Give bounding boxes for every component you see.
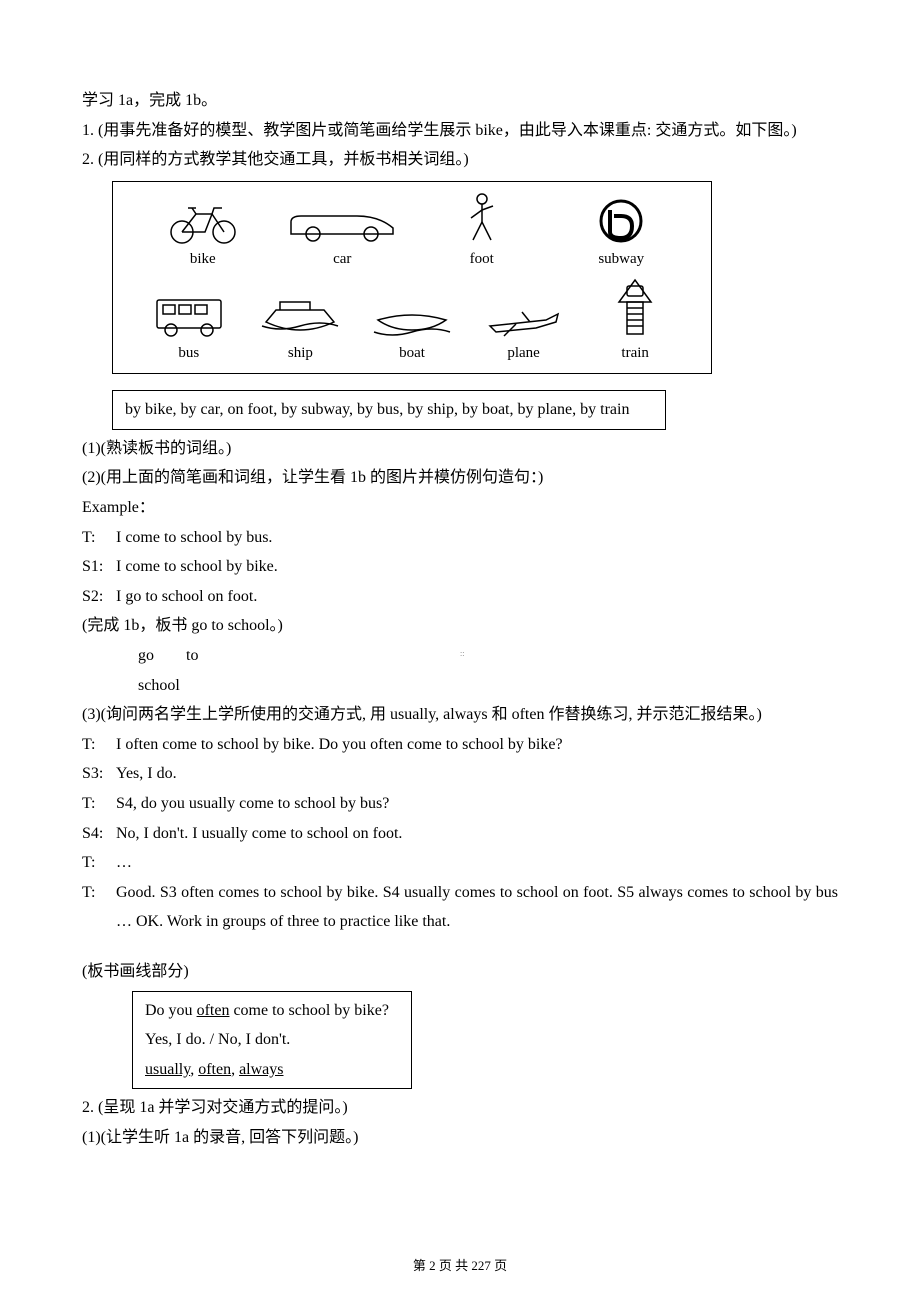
dialog-line: S1:I come to school by bike. <box>82 552 838 582</box>
total-pages: 227 <box>471 1258 491 1273</box>
footer-text: 页 <box>491 1258 507 1273</box>
speaker: T: <box>82 523 116 553</box>
footer-text: 第 <box>413 1258 429 1273</box>
box-line: usually, often, always <box>145 1055 399 1085</box>
boat-icon <box>372 308 452 338</box>
bus-icon <box>153 294 225 338</box>
text-line: 2. (用同样的方式教学其他交通工具，并板书相关词组。) <box>82 145 838 175</box>
speaker: T: <box>82 789 116 819</box>
utterance: S4, do you usually come to school by bus… <box>116 789 838 819</box>
bike-icon <box>164 202 242 244</box>
foot-icon <box>465 192 499 244</box>
utterance: No, I don't. I usually come to school on… <box>116 819 838 849</box>
utterance: Yes, I do. <box>116 759 838 789</box>
utterance: I come to school by bus. <box>116 523 838 553</box>
plane-icon <box>486 308 562 338</box>
speaker: S4: <box>82 819 116 849</box>
speaker: S3: <box>82 759 116 789</box>
text: , <box>231 1061 239 1078</box>
speaker: S1: <box>82 552 116 582</box>
dialog-line: T:I come to school by bus. <box>82 523 838 553</box>
icon-label: subway <box>552 246 692 274</box>
icon-subway: subway <box>552 198 692 274</box>
icon-plane: plane <box>468 308 580 368</box>
underlined-text: often <box>197 1002 230 1019</box>
icon-car: car <box>273 210 413 274</box>
icon-label: bike <box>133 246 273 274</box>
text-line: 学习 1a，完成 1b。 <box>82 86 838 116</box>
icon-label: boat <box>356 340 468 368</box>
page-footer: 第 2 页 共 227 页 <box>0 1254 920 1278</box>
dialog-line: T:S4, do you usually come to school by b… <box>82 789 838 819</box>
text-line: 2. (呈现 1a 并学习对交通方式的提问。) <box>82 1093 838 1123</box>
phrase-box: by bike, by car, on foot, by subway, by … <box>112 390 666 430</box>
example-label: Example： <box>82 493 838 523</box>
icon-boat: boat <box>356 308 468 368</box>
subway-icon <box>598 198 644 244</box>
watermark-dot: :: <box>460 647 466 653</box>
text: come to school by bike? <box>229 1002 389 1019</box>
icon-label: car <box>273 246 413 274</box>
utterance: I often come to school by bike. Do you o… <box>116 730 838 760</box>
icon-bike: bike <box>133 202 273 274</box>
speaker: T: <box>82 730 116 760</box>
dialog-line: T:I often come to school by bike. Do you… <box>82 730 838 760</box>
utterance: I come to school by bike. <box>116 552 838 582</box>
text-line: (3)(询问两名学生上学所使用的交通方式, 用 usually, always … <box>82 700 838 730</box>
icon-row: bus ship boat <box>133 278 691 368</box>
text: , <box>190 1061 198 1078</box>
footer-text: 页 共 <box>436 1258 472 1273</box>
box-line: Yes, I do. / No, I don't. <box>145 1025 399 1055</box>
spacer <box>82 937 838 957</box>
icon-foot: foot <box>412 192 552 274</box>
underlined-text: often <box>198 1061 231 1078</box>
box-line: Do you often come to school by bike? <box>145 996 399 1026</box>
speaker: T: <box>82 878 116 937</box>
icon-bus: bus <box>133 294 245 368</box>
speaker: T: <box>82 848 116 878</box>
utterance: … <box>116 848 838 878</box>
dialog-line: S4:No, I don't. I usually come to school… <box>82 819 838 849</box>
icon-label: plane <box>468 340 580 368</box>
icon-label: ship <box>245 340 357 368</box>
text-line: (板书画线部分) <box>82 957 838 987</box>
car-icon <box>287 210 397 244</box>
underlined-text: usually <box>145 1061 190 1078</box>
boardwork-box: Do you often come to school by bike? Yes… <box>132 991 412 1090</box>
text-line: (1)(熟读板书的词组。) <box>82 434 838 464</box>
dialog-line: S2:I go to school on foot. <box>82 582 838 612</box>
icon-ship: ship <box>245 296 357 368</box>
transport-icon-grid: bike car foot <box>112 181 712 375</box>
text-line: (1)(让学生听 1a 的录音, 回答下列问题。) <box>82 1123 838 1153</box>
utterance: Good. S3 often comes to school by bike. … <box>116 878 838 937</box>
document-page: 学习 1a，完成 1b。 1. (用事先准备好的模型、教学图片或简笔画给学生展示… <box>0 0 920 1302</box>
ship-icon <box>260 296 340 338</box>
text-line: (完成 1b，板书 go to school。) <box>82 611 838 641</box>
utterance: I go to school on foot. <box>116 582 838 612</box>
icon-train: train <box>579 278 691 368</box>
boardwork-text: school <box>82 671 838 701</box>
underlined-text: always <box>239 1061 283 1078</box>
dialog-line: T:Good. S3 often comes to school by bike… <box>82 878 838 937</box>
text-line: 1. (用事先准备好的模型、教学图片或简笔画给学生展示 bike，由此导入本课重… <box>82 116 838 146</box>
train-icon <box>615 278 655 338</box>
icon-label: foot <box>412 246 552 274</box>
icon-row: bike car foot <box>133 192 691 274</box>
dialog-line: T:… <box>82 848 838 878</box>
text-line: (2)(用上面的简笔画和词组，让学生看 1b 的图片并模仿例句造句：) <box>82 463 838 493</box>
icon-label: bus <box>133 340 245 368</box>
text: Do you <box>145 1002 197 1019</box>
dialog-line: S3:Yes, I do. <box>82 759 838 789</box>
speaker: S2: <box>82 582 116 612</box>
icon-label: train <box>579 340 691 368</box>
